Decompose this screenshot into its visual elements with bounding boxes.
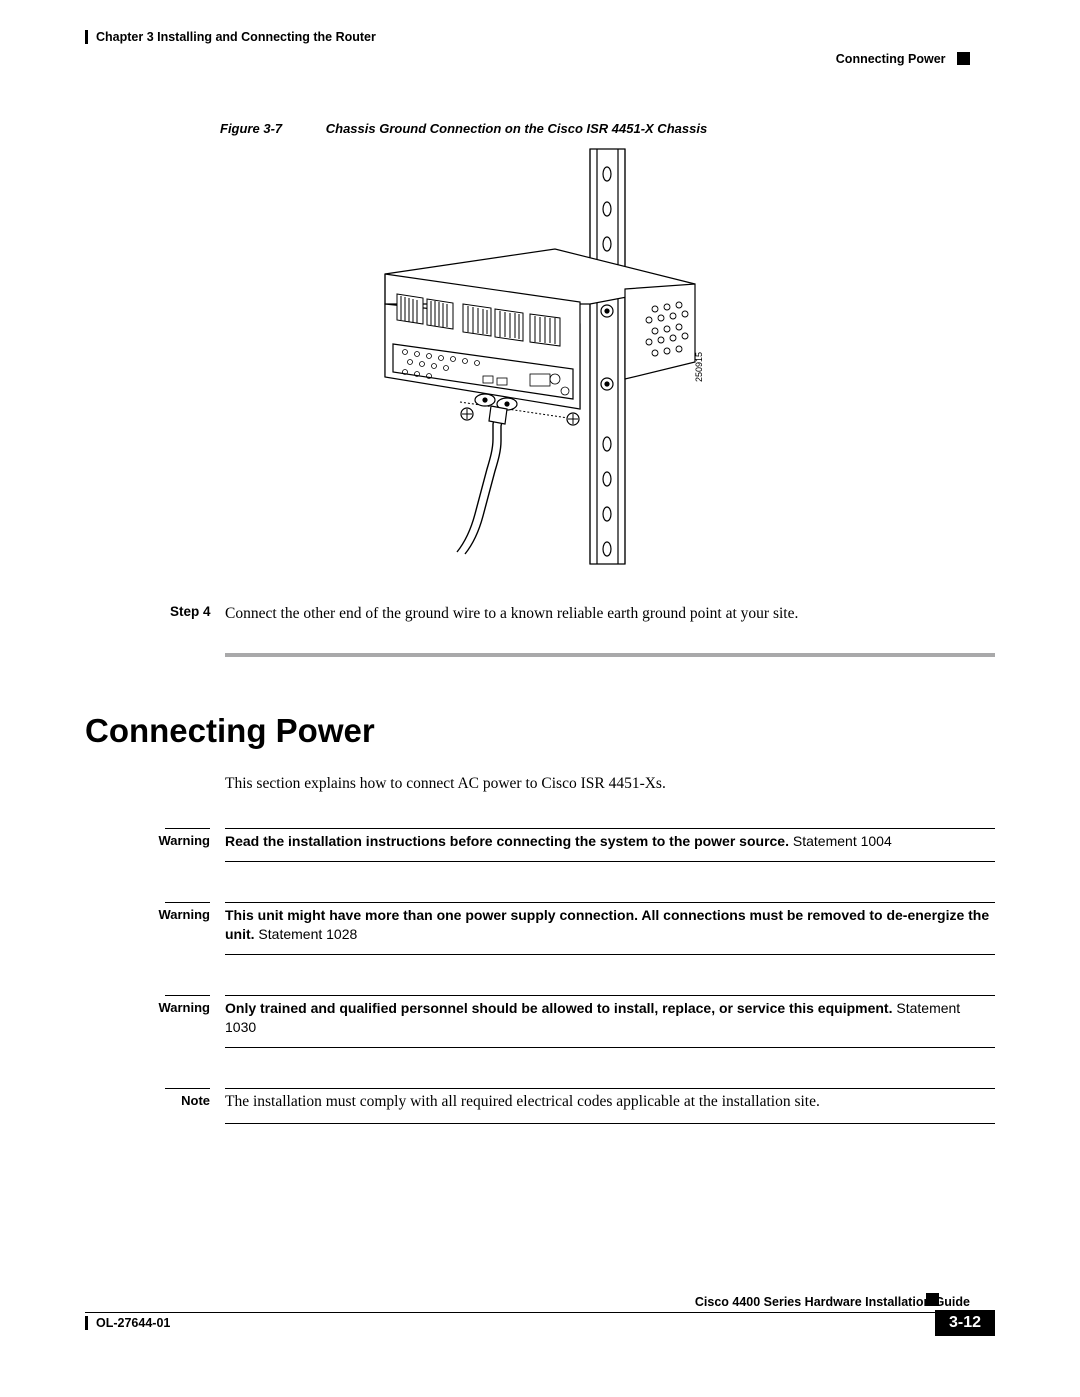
figure-caption: Figure 3-7 Chassis Ground Connection on … [220, 121, 995, 136]
warning-block: Warning Only trained and qualified perso… [150, 995, 995, 1048]
warning-block: Warning Read the installation instructio… [150, 828, 995, 862]
section-end-rule [225, 653, 995, 657]
figure-illustration: 250915 [355, 144, 725, 574]
chapter-title: Chapter 3 Installing and Connecting the … [96, 30, 995, 44]
warning-label: Warning [150, 1000, 210, 1015]
page-header: Chapter 3 Installing and Connecting the … [85, 30, 995, 44]
section-heading: Connecting Power [85, 712, 995, 750]
footer-doc-id: OL-27644-01 [85, 1316, 170, 1330]
figure-label: Figure 3-7 [220, 121, 282, 136]
page-footer: Cisco 4400 Series Hardware Installation … [85, 1295, 995, 1340]
header-section-row: Connecting Power [85, 52, 995, 66]
figure-title: Chassis Ground Connection on the Cisco I… [326, 121, 707, 136]
warning-text: This unit might have more than one power… [225, 906, 995, 944]
note-label: Note [150, 1093, 210, 1108]
step-text: Connect the other end of the ground wire… [225, 604, 798, 625]
warning-label: Warning [150, 833, 210, 848]
drawing-number: 250915 [694, 352, 704, 382]
warning-label: Warning [150, 907, 210, 922]
warning-text: Only trained and qualified personnel sho… [225, 999, 995, 1037]
step-label: Step 4 [170, 604, 225, 625]
warning-text: Read the installation instructions befor… [225, 832, 995, 851]
note-block: Note The installation must comply with a… [150, 1088, 995, 1124]
intro-paragraph: This section explains how to connect AC … [225, 775, 995, 793]
footer-marker-icon [926, 1293, 939, 1306]
header-marker-icon [957, 52, 970, 65]
page-number: 3-12 [935, 1310, 995, 1336]
warning-block: Warning This unit might have more than o… [150, 902, 995, 955]
header-section-name: Connecting Power [836, 52, 946, 66]
note-text: The installation must comply with all re… [225, 1092, 995, 1113]
step-row: Step 4 Connect the other end of the grou… [170, 604, 995, 625]
